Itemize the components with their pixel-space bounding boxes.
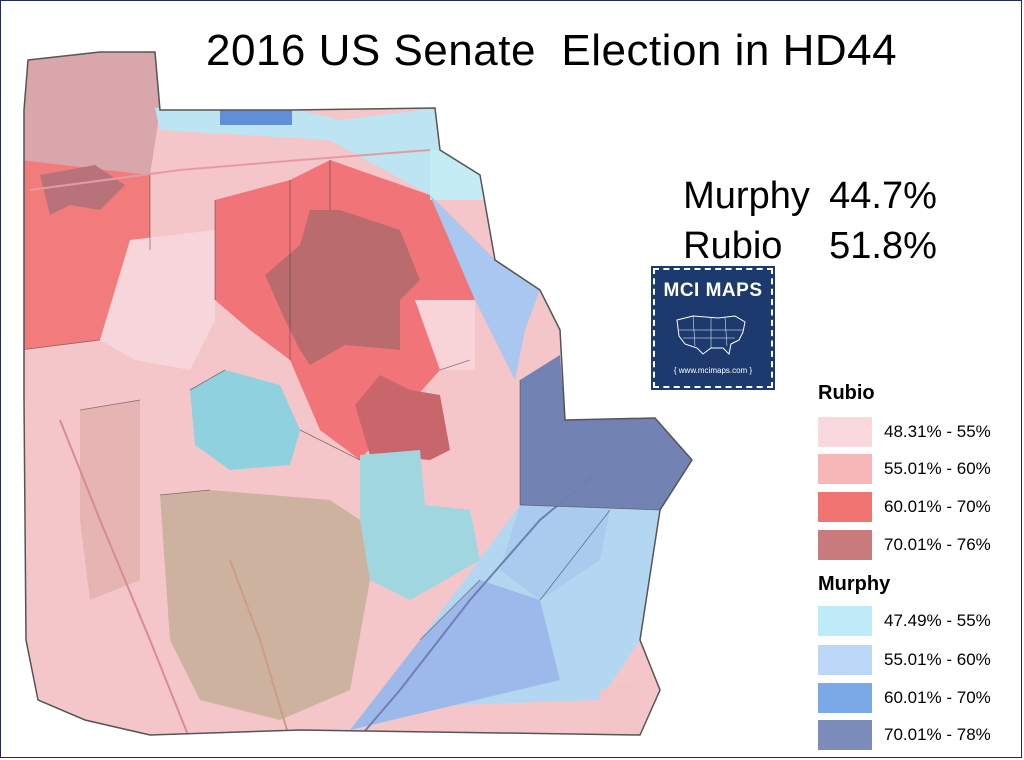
- legend-heading-rubio: Rubio: [818, 382, 875, 404]
- precinct-northeast-cyan: [430, 150, 485, 200]
- road-line: [29, 149, 431, 191]
- precinct-northwest: [24, 52, 160, 180]
- precinct-southeast-mid: [500, 505, 610, 600]
- precinct-north-darkblue: [220, 108, 292, 125]
- map-title: 2016 US Senate Election in HD44: [206, 26, 898, 75]
- legend-swatch: [818, 720, 872, 750]
- legend-label: 70.01% - 78%: [884, 725, 991, 744]
- result-rubio: Rubio 51.8%: [662, 182, 937, 268]
- precinct-south-teal: [360, 450, 480, 600]
- precinct-east-blue: [430, 195, 540, 380]
- precinct-central-teal: [190, 370, 300, 470]
- legend-swatch: [818, 606, 872, 636]
- legend-label: 55.01% - 60%: [884, 459, 991, 478]
- result-percent: 44.7%: [829, 175, 937, 217]
- district-outline: [23, 51, 693, 736]
- result-murphy: Murphy 44.7%: [662, 132, 937, 218]
- result-candidate: Rubio: [683, 225, 783, 267]
- legend-item: 60.01% - 70%: [818, 683, 1008, 713]
- us-map-icon: [676, 315, 746, 356]
- precinct-west-olive: [80, 400, 140, 600]
- legend-heading-murphy: Murphy: [818, 573, 891, 595]
- legend-item: 70.01% - 76%: [818, 530, 1008, 560]
- road-line: [229, 559, 291, 735]
- precinct-east-light: [415, 300, 475, 370]
- precinct-east-navy: [520, 355, 692, 510]
- legend-swatch: [818, 683, 872, 713]
- legend-item: 55.01% - 60%: [818, 645, 1008, 675]
- legend-item: 47.49% - 55%: [818, 606, 1008, 636]
- logo-title: MCI MAPS: [663, 280, 763, 301]
- legend-label: 55.01% - 60%: [884, 650, 991, 669]
- legend-swatch: [818, 454, 872, 484]
- logo-url: { www.mcimaps.com }: [673, 366, 753, 375]
- mci-maps-logo: MCI MAPS { www.mcimaps.com }: [653, 268, 773, 388]
- precinct-north-blue: [155, 108, 480, 195]
- park-area: [160, 490, 370, 720]
- legend-label: 47.49% - 55%: [884, 611, 991, 630]
- precinct-southeast-pink: [600, 680, 640, 735]
- legend-item: 70.01% - 78%: [818, 720, 1008, 750]
- legend-item: 48.31% - 55%: [818, 417, 1008, 447]
- legend-label: 70.01% - 76%: [884, 535, 991, 554]
- result-candidate: Murphy: [683, 175, 810, 217]
- legend-swatch: [818, 645, 872, 675]
- precinct-northwest-dark: [40, 165, 125, 215]
- legend-item: 60.01% - 70%: [818, 492, 1008, 522]
- legend-label: 48.31% - 55%: [884, 422, 991, 441]
- legend-swatch: [818, 417, 872, 447]
- road-line: [59, 419, 191, 735]
- road-line: [339, 469, 601, 735]
- legend-swatch: [818, 492, 872, 522]
- legend-item: 55.01% - 60%: [818, 454, 1008, 484]
- legend-label: 60.01% - 70%: [884, 688, 991, 707]
- precinct-south-blue: [350, 580, 560, 730]
- precinct-central-dark: [265, 210, 420, 365]
- result-percent: 51.8%: [829, 225, 937, 267]
- legend-swatch: [818, 530, 872, 560]
- precinct-south-dark: [355, 375, 450, 460]
- precinct-west-light: [100, 230, 215, 370]
- legend-label: 60.01% - 70%: [884, 497, 991, 516]
